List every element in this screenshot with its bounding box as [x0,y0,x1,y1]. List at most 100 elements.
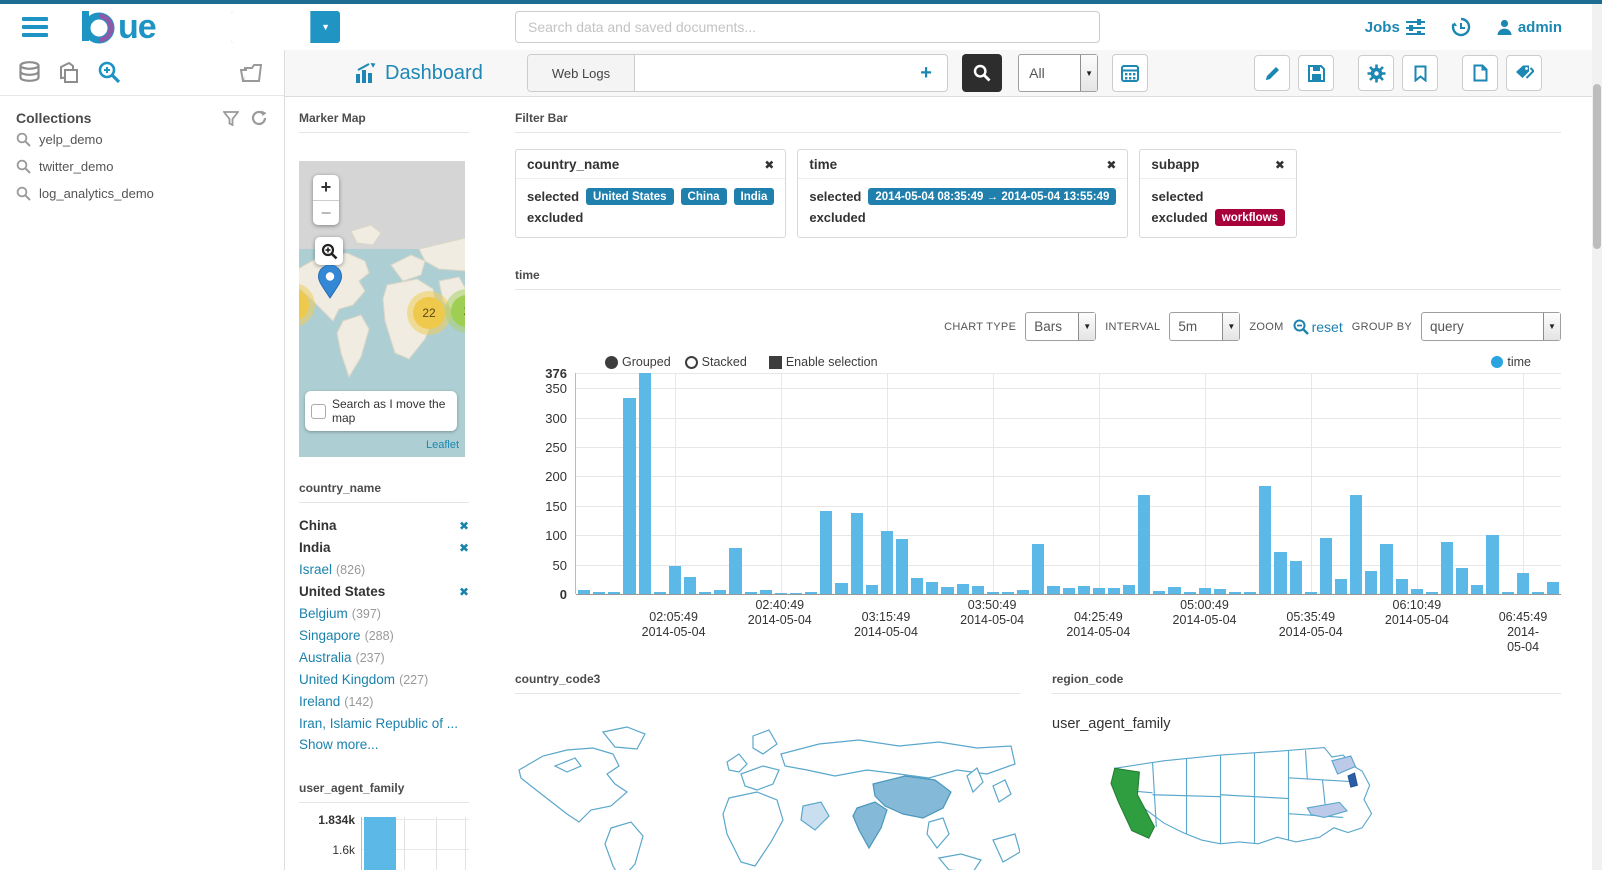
facet-value-link[interactable]: Ireland [299,694,341,709]
time-chart-bar[interactable] [623,398,636,594]
time-chart-bar[interactable] [971,586,984,594]
jobs-link[interactable]: Jobs [1365,19,1425,36]
time-chart-bar[interactable] [714,590,727,594]
time-chart-bar[interactable] [1365,570,1378,594]
chart-type-select[interactable]: Bars ▼ [1025,312,1097,341]
facet-value-link[interactable]: Belgium [299,606,348,621]
time-chart-bar[interactable] [1229,591,1242,594]
scrollbar-thumb[interactable] [1593,84,1601,249]
remove-facet-icon[interactable]: ✖ [458,541,469,555]
save-dashboard-button[interactable] [1298,55,1334,91]
ua-chart-plot[interactable] [361,817,469,870]
time-chart-bar[interactable] [1486,535,1499,594]
time-chart-bar[interactable] [805,592,818,594]
source-label[interactable]: Web Logs [527,55,636,91]
map-search-checkbox[interactable] [311,403,326,419]
database-icon[interactable] [18,60,41,85]
query-caret-icon[interactable]: ▼ [310,11,340,43]
time-chart-bar[interactable] [1350,495,1363,594]
time-chart-bar[interactable] [956,584,969,594]
time-chart-bar[interactable] [668,565,681,594]
zoom-reset-link[interactable]: reset [1293,319,1343,335]
ua-chart-bar[interactable] [364,817,396,870]
collection-item[interactable]: log_analytics_demo [16,180,268,207]
enable-selection-checkbox[interactable]: Enable selection [768,355,878,369]
time-chart-bar[interactable] [1547,582,1560,594]
time-chart-bar[interactable] [1304,591,1317,594]
time-chart-bar[interactable] [1410,589,1423,594]
time-chart-bar[interactable] [1395,579,1408,594]
settings-button[interactable] [1358,55,1394,91]
time-chart-bar[interactable] [653,592,666,594]
time-chart-bar[interactable] [1516,573,1529,594]
hamburger-menu-icon[interactable] [22,13,48,41]
map-magnifier-button[interactable] [315,237,343,265]
time-chart-bar[interactable] [789,592,803,594]
stacked-radio[interactable]: Stacked [684,355,747,369]
facet-show-more-link[interactable]: Show more... [299,737,379,752]
marker-map[interactable]: + − 22 [299,161,465,457]
time-chart-bar[interactable] [1441,542,1454,594]
time-chart-bar[interactable] [1183,591,1196,594]
time-chart-bar[interactable] [926,582,939,594]
time-chart-bar[interactable] [1153,591,1166,594]
query-dropdown-button[interactable]: Query ▼ [230,11,341,43]
time-chart-bar[interactable] [1259,486,1272,594]
filter-card-close-icon[interactable]: ✖ [764,157,775,172]
leaflet-attribution-link[interactable]: Leaflet [425,439,459,451]
history-icon[interactable] [1451,17,1471,37]
add-facet-button[interactable]: + [920,61,932,84]
user-menu[interactable]: admin [1497,19,1562,36]
time-chart-bar[interactable] [1531,591,1544,594]
interval-select[interactable]: 5m ▼ [1169,312,1241,341]
time-chart-bar[interactable] [986,592,999,594]
region-code-us-map[interactable] [1098,740,1428,858]
time-chart-bar[interactable] [608,592,621,594]
time-chart-bar[interactable] [1244,592,1257,594]
time-chart-bar[interactable] [744,592,757,594]
time-chart-bar[interactable] [1198,588,1211,594]
documents-icon[interactable] [57,61,81,85]
time-range-button[interactable] [1112,54,1149,92]
filter-chip[interactable]: 2014-05-04 08:35:49 → 2014-05-04 13:55:4… [868,188,1117,205]
time-chart-bar[interactable] [835,583,848,594]
time-chart-bar[interactable] [1456,567,1469,594]
query-button-label[interactable]: Query [230,11,311,43]
tags-button[interactable] [1506,55,1542,91]
time-chart-plot[interactable] [575,373,1561,595]
time-chart-bar[interactable] [911,577,924,594]
search-collections-icon[interactable] [97,60,122,85]
map-cluster[interactable]: 5 [299,283,315,327]
time-chart-bar[interactable] [683,576,697,594]
folder-open-icon[interactable] [240,61,266,85]
time-chart-bar[interactable] [850,513,863,594]
time-chart-bar[interactable] [1107,587,1121,594]
hue-logo[interactable]: ue [80,9,157,45]
map-cluster[interactable]: 2 [445,289,465,333]
time-chart-bar[interactable] [1092,588,1105,594]
time-chart-bar[interactable] [1213,589,1227,594]
filter-chip[interactable]: workflows [1214,209,1285,226]
map-zoom-out-button[interactable]: − [313,200,339,225]
time-chart-bar[interactable] [820,510,833,594]
map-pin-marker[interactable] [317,265,343,299]
dashboard-search-input[interactable] [635,55,906,91]
new-document-button[interactable] [1462,55,1498,91]
run-search-button[interactable] [962,54,1003,92]
time-chart-bar[interactable] [1062,588,1075,594]
time-chart-bar[interactable] [1017,590,1030,594]
time-chart-bar[interactable] [1123,584,1136,594]
time-chart-bar[interactable] [699,592,712,594]
time-chart-bar[interactable] [1077,585,1090,594]
time-chart-bar[interactable] [880,531,893,594]
time-chart-bar[interactable] [1289,560,1302,594]
facet-value-link[interactable]: Singapore [299,628,361,643]
time-chart-bar[interactable] [759,590,772,594]
remove-facet-icon[interactable]: ✖ [458,585,469,599]
facet-value-link[interactable]: Australia [299,650,352,665]
time-chart-bar[interactable] [1168,586,1181,594]
filter-card-close-icon[interactable]: ✖ [1274,157,1285,172]
vertical-scrollbar[interactable] [1592,4,1602,870]
filter-chip[interactable]: United States [586,188,674,205]
country-code3-world-map[interactable] [515,722,1020,870]
